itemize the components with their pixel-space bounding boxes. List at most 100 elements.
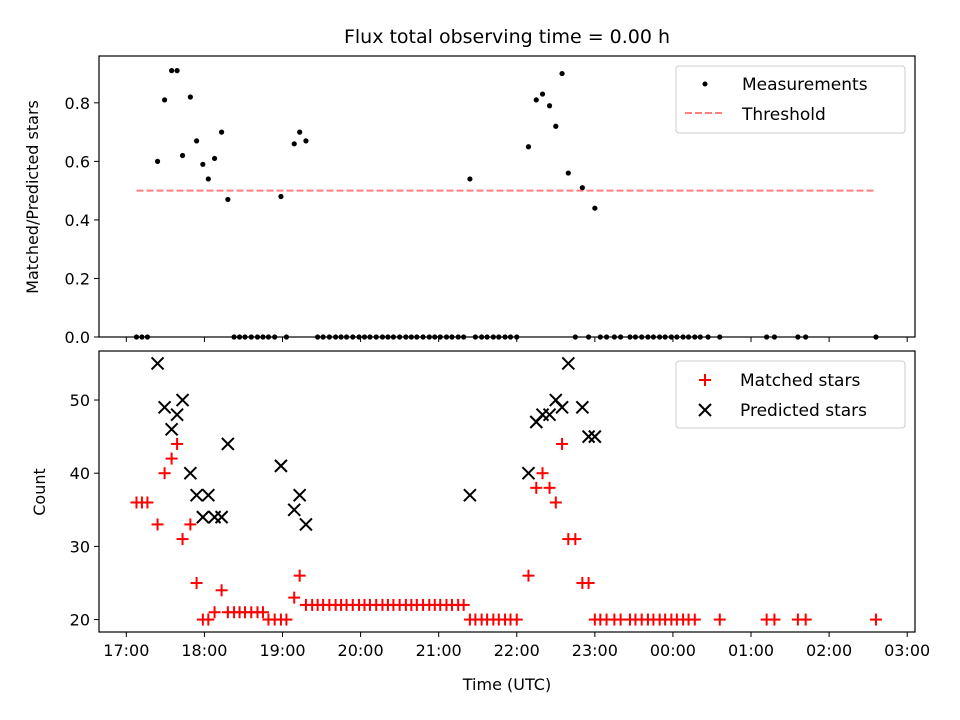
x-tick-label: 01:00 [728, 641, 774, 660]
bottom-panel-frame [98, 350, 916, 633]
matched-star-point [869, 613, 882, 626]
x-tick-label: 21:00 [416, 641, 462, 660]
predicted-star-point [274, 459, 288, 473]
matched-star-point [190, 576, 203, 589]
matched-star-point [510, 613, 523, 626]
y-tick-label: 40 [70, 464, 90, 483]
matched-star-point [688, 613, 701, 626]
matched-star-point [536, 467, 549, 480]
y-tick-label: 0.0 [65, 328, 90, 347]
x-tick-label: 02:00 [806, 641, 852, 660]
chart-title: Flux total observing time = 0.00 h [344, 26, 670, 48]
matched-star-point [569, 533, 582, 546]
bottom-panel-marks [130, 356, 882, 626]
measurement-point [205, 176, 211, 182]
predicted-star-point [214, 510, 229, 524]
predicted-star-point [521, 466, 536, 480]
predicted-star-point [221, 437, 235, 451]
measurement-point [467, 176, 473, 182]
legend-measurements-label: Measurements [742, 75, 868, 95]
predicted-star-point [175, 393, 190, 407]
y-tick-label: 0.8 [65, 94, 90, 113]
predicted-star-point [157, 400, 172, 415]
matched-star-point [202, 613, 215, 626]
measurement-point [533, 97, 539, 103]
legend-predicted-label: Predicted stars [740, 401, 867, 421]
measurement-point [200, 161, 206, 167]
legend-matched-label: Matched stars [740, 371, 860, 391]
x-tick-label: 19:00 [259, 641, 305, 660]
matched-star-point [799, 613, 812, 626]
measurement-point [291, 141, 297, 147]
x-axis-label: Time (UTC) [462, 675, 551, 694]
measurement-point [154, 158, 161, 164]
matched-star-point [165, 452, 178, 465]
y-tick-label: 20 [70, 611, 90, 630]
x-tick-label: 22:00 [494, 641, 540, 660]
matched-star-point [549, 496, 562, 509]
predicted-star-point [299, 517, 313, 532]
matched-star-point [280, 613, 293, 626]
predicted-star-point [164, 422, 179, 437]
measurement-point [161, 97, 168, 103]
matched-star-point [556, 437, 569, 450]
predicted-star-point [287, 503, 301, 517]
bottom-legend-box [675, 360, 906, 429]
predicted-star-point [588, 429, 602, 444]
matched-star-point [171, 437, 184, 450]
measurement-point [278, 193, 284, 200]
measurement-point [546, 103, 553, 109]
top-panel-frame [98, 55, 916, 338]
x-tick-label: 03:00 [884, 641, 930, 660]
matched-star-point [141, 496, 154, 509]
matched-star-point [457, 598, 470, 611]
matched-star-point [208, 606, 221, 619]
predicted-star-point [561, 356, 576, 371]
y-tick-label: 50 [70, 391, 90, 410]
matched-star-point [582, 576, 595, 589]
bottom-panel-axes: 20 30 40 50 17:00 18:00 19:00 20:00 21:00 22:00 23… [70, 391, 931, 660]
measurement-point [297, 129, 303, 135]
matched-star-point [713, 613, 726, 626]
measurement-point [179, 152, 186, 159]
legend-predicted-marker [698, 403, 712, 417]
y-tick-label: 0.2 [65, 269, 90, 288]
matched-star-point [522, 569, 535, 582]
predicted-star-point [183, 466, 198, 480]
matched-star-point [151, 518, 164, 531]
matched-star-point [256, 606, 269, 619]
predicted-star-point [575, 400, 590, 415]
measurement-point [187, 94, 193, 100]
measurement-point [174, 68, 180, 74]
predicted-star-point [292, 488, 307, 502]
measurement-point [565, 170, 571, 176]
bottom-panel-ylabel: Count [30, 468, 49, 516]
matched-star-point [530, 481, 543, 494]
top-panel-ylabel: Matched/Predicted stars [23, 100, 42, 294]
predicted-star-point [189, 488, 204, 502]
measurement-point [579, 185, 585, 191]
matched-star-point [176, 533, 189, 546]
measurement-point [194, 138, 200, 144]
x-tick-label: 23:00 [572, 641, 618, 660]
measurement-point [525, 144, 532, 150]
measurement-point [218, 129, 225, 135]
y-tick-label: 0.6 [65, 152, 90, 171]
x-tick-label: 00:00 [650, 641, 696, 660]
matched-star-point [288, 591, 301, 604]
matched-star-point [293, 569, 306, 582]
measurement-point [559, 70, 565, 77]
predicted-star-point [581, 429, 596, 444]
legend-matched-marker [699, 374, 711, 386]
x-tick-label: 18:00 [181, 641, 227, 660]
legend-measurements-marker [702, 81, 708, 87]
matched-star-point [158, 467, 171, 480]
predicted-star-point [463, 488, 477, 502]
predicted-star-point [196, 510, 210, 524]
measurement-point [211, 155, 218, 162]
measurement-point [169, 68, 175, 74]
matched-star-point [543, 481, 556, 494]
top-panel-axes: 0.0 0.2 0.4 0.6 0.8 [65, 94, 908, 347]
y-tick-label: 30 [70, 537, 90, 556]
